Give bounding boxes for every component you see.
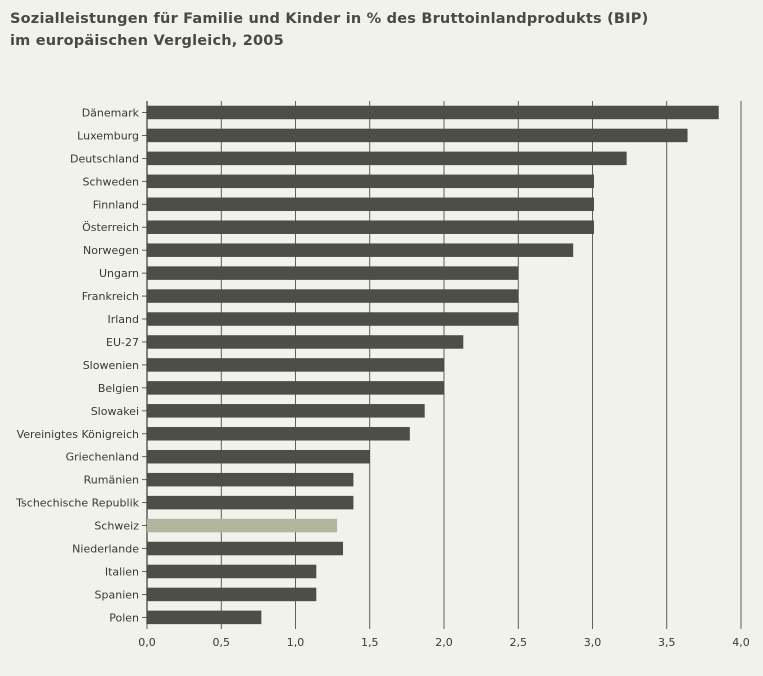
category-label: Italien [105, 565, 139, 578]
bar [147, 335, 464, 349]
category-label: Schweiz [94, 520, 139, 533]
x-tick-label: 2,0 [435, 636, 453, 649]
category-label: Luxemburg [77, 129, 139, 142]
bar [147, 587, 317, 602]
category-label: Norwegen [83, 244, 139, 257]
category-labels: Dänemark Luxemburg Deutschland Schweden Finn… [15, 106, 147, 624]
bar [147, 151, 627, 166]
x-tick-label: 1,5 [361, 636, 379, 649]
x-tick-label: 3,5 [658, 636, 676, 649]
category-label: Griechenland [66, 451, 139, 464]
bar [147, 289, 519, 303]
category-label: Österreich [82, 221, 139, 234]
category-label: Polen [109, 611, 139, 624]
bar [147, 312, 519, 326]
category-label: Spanien [95, 588, 140, 601]
bar [147, 266, 519, 280]
category-label: Rumänien [84, 474, 139, 487]
bar [147, 128, 688, 143]
bar [147, 518, 338, 533]
bar [147, 541, 344, 556]
bar [147, 243, 574, 257]
x-tick-label: 1,0 [287, 636, 305, 649]
category-label: Slowenien [83, 359, 139, 372]
bar [147, 427, 410, 441]
bar [147, 610, 262, 625]
x-tick-label: 0,5 [213, 636, 231, 649]
category-label: Vereinigtes Königreich [17, 428, 139, 441]
bar [147, 495, 354, 510]
category-label: Irland [107, 313, 139, 326]
bar [147, 105, 719, 120]
bar [147, 358, 444, 372]
bar [147, 449, 370, 464]
bar [147, 174, 594, 189]
x-tick-label: 4,0 [732, 636, 750, 649]
category-label: EU-27 [106, 336, 139, 349]
category-label: Finnland [93, 198, 139, 211]
x-tick-label: 2,5 [510, 636, 528, 649]
category-label: Ungarn [99, 267, 139, 280]
chart-title-line-2: im europäischen Vergleich, 2005 [10, 33, 284, 49]
x-tick-label: 0,0 [138, 636, 156, 649]
bar [147, 220, 594, 234]
category-label: Schweden [83, 175, 140, 188]
category-label: Dänemark [82, 106, 140, 119]
category-label: Slowakei [91, 405, 139, 418]
category-label: Deutschland [70, 152, 139, 165]
bars [147, 105, 719, 625]
grid-lines [146, 101, 742, 624]
category-label: Tschechische Republik [15, 497, 139, 510]
bar [147, 197, 594, 212]
bar [147, 472, 354, 487]
category-label: Niederlande [72, 543, 139, 556]
category-label: Frankreich [82, 290, 139, 303]
x-tick-label: 3,0 [584, 636, 602, 649]
category-label: Belgien [98, 382, 139, 395]
chart-title-line-1: Sozialleistungen für Familie und Kinder … [10, 11, 649, 27]
chart-title: Sozialleistungen für Familie und Kinder … [10, 8, 648, 52]
bar [147, 404, 425, 418]
bar [147, 564, 317, 579]
x-axis: 0,0 0,5 1,0 1,5 2,0 2,5 3,0 3,5 4,0 [138, 624, 750, 649]
bar [147, 381, 444, 395]
